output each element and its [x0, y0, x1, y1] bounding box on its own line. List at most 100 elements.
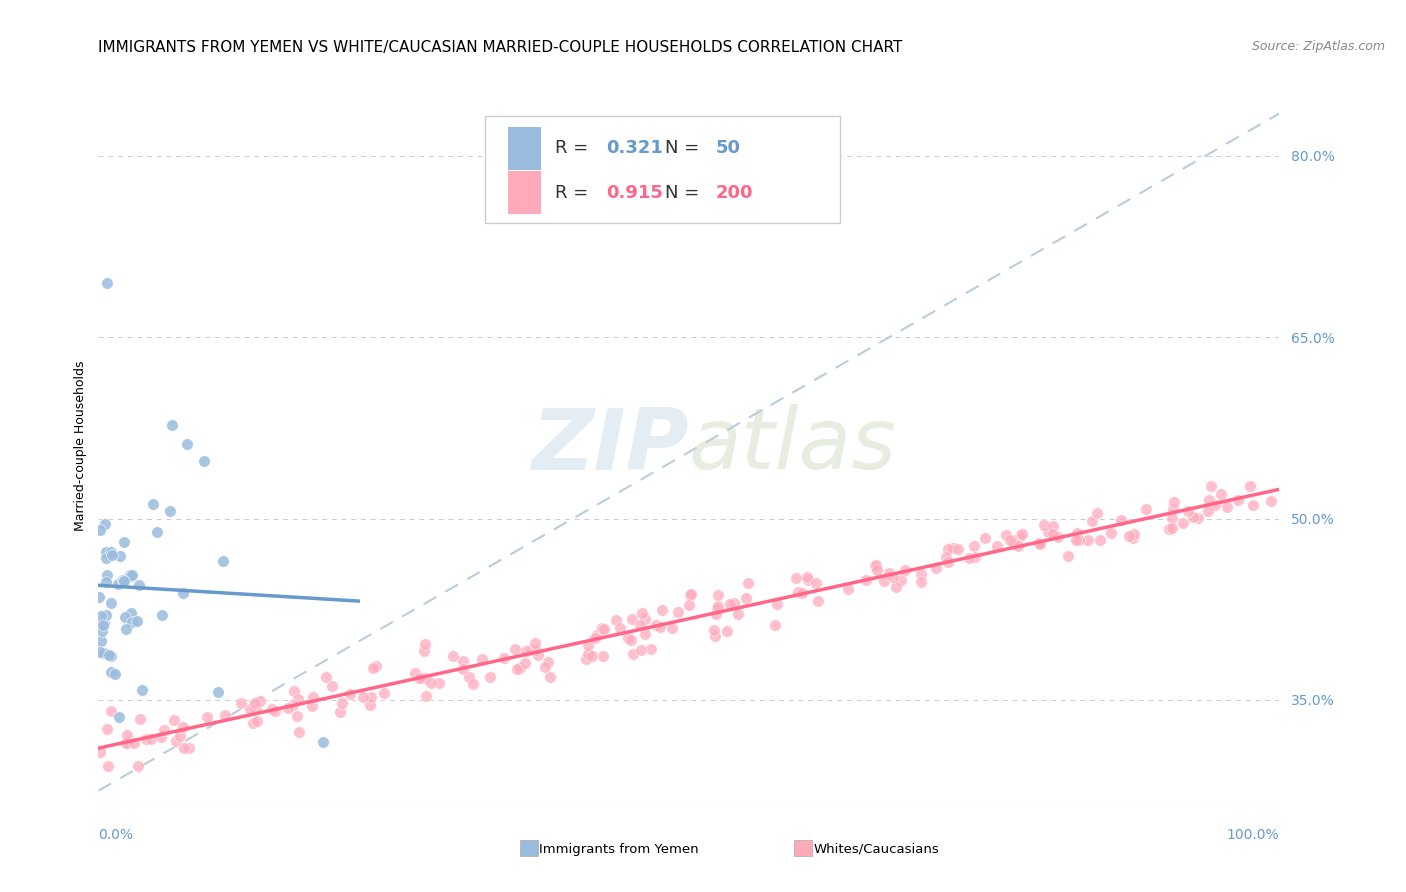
Point: [727, 607, 749, 621]
Point: [451, 654, 474, 668]
Point: [94, 545, 117, 559]
Point: [131, 682, 153, 697]
Point: [142, 497, 165, 511]
Point: [506, 662, 529, 676]
Point: [146, 525, 169, 540]
Point: [1161, 510, 1184, 524]
Point: [882, 569, 904, 583]
Point: [1135, 501, 1157, 516]
Point: [458, 669, 481, 683]
Point: [925, 560, 948, 574]
Point: [592, 623, 614, 637]
Point: [578, 648, 600, 662]
Point: [963, 539, 986, 553]
Point: [96, 568, 118, 582]
Point: [1227, 493, 1250, 508]
FancyBboxPatch shape: [508, 171, 541, 214]
Point: [301, 698, 323, 713]
Point: [1187, 510, 1209, 524]
Point: [586, 628, 609, 642]
Point: [631, 606, 654, 620]
Point: [121, 567, 143, 582]
Point: [936, 541, 959, 556]
Point: [281, 698, 304, 713]
Point: [679, 588, 702, 602]
Point: [115, 728, 138, 742]
Point: [706, 599, 728, 614]
Point: [1239, 478, 1261, 492]
Point: [312, 735, 335, 749]
Point: [661, 621, 683, 635]
Point: [249, 694, 271, 708]
Point: [100, 648, 122, 663]
Point: [413, 644, 436, 658]
Point: [89, 524, 111, 538]
Point: [115, 622, 138, 636]
Point: [666, 605, 689, 619]
Point: [193, 454, 215, 468]
Point: [239, 702, 262, 716]
Point: [718, 598, 741, 612]
Point: [283, 684, 305, 698]
Point: [513, 656, 536, 670]
Point: [150, 608, 173, 623]
Point: [1204, 499, 1226, 513]
Point: [948, 542, 970, 557]
Point: [645, 618, 668, 632]
Point: [94, 551, 117, 566]
Point: [866, 563, 889, 577]
Point: [301, 690, 323, 705]
Point: [339, 687, 361, 701]
Point: [716, 624, 738, 639]
Point: [704, 607, 727, 622]
Point: [413, 637, 436, 651]
Text: 0.915: 0.915: [606, 184, 664, 202]
Point: [114, 610, 136, 624]
Point: [90, 633, 112, 648]
Point: [419, 675, 441, 690]
Point: [998, 533, 1021, 547]
Point: [111, 574, 134, 588]
Point: [634, 612, 657, 626]
Point: [527, 648, 550, 662]
Point: [1260, 493, 1282, 508]
Point: [1028, 537, 1050, 551]
Point: [441, 648, 464, 663]
Point: [785, 571, 807, 585]
Text: 0.321: 0.321: [606, 139, 664, 157]
Point: [361, 660, 384, 674]
Point: [1163, 495, 1185, 509]
Point: [321, 679, 343, 693]
Text: ZIP: ZIP: [531, 404, 689, 488]
Point: [973, 532, 995, 546]
Point: [114, 736, 136, 750]
Point: [1177, 504, 1199, 518]
Point: [910, 575, 932, 590]
Point: [737, 576, 759, 591]
Point: [96, 722, 118, 736]
Point: [89, 745, 111, 759]
Point: [98, 648, 121, 663]
Point: [352, 690, 374, 704]
Point: [277, 701, 299, 715]
Point: [211, 554, 233, 568]
Point: [1042, 518, 1064, 533]
Point: [91, 624, 114, 638]
Text: Whites/Caucasians: Whites/Caucasians: [813, 843, 939, 855]
Point: [1066, 526, 1088, 541]
Point: [1181, 509, 1204, 524]
Point: [112, 535, 135, 549]
Point: [515, 644, 537, 658]
Point: [796, 574, 818, 588]
Point: [837, 582, 859, 596]
Point: [93, 616, 115, 631]
Point: [1216, 500, 1239, 515]
Point: [100, 548, 122, 562]
Point: [408, 672, 430, 686]
Point: [471, 652, 494, 666]
Point: [360, 690, 382, 705]
Point: [505, 641, 527, 656]
Point: [177, 740, 200, 755]
Point: [681, 587, 703, 601]
Point: [537, 656, 560, 670]
